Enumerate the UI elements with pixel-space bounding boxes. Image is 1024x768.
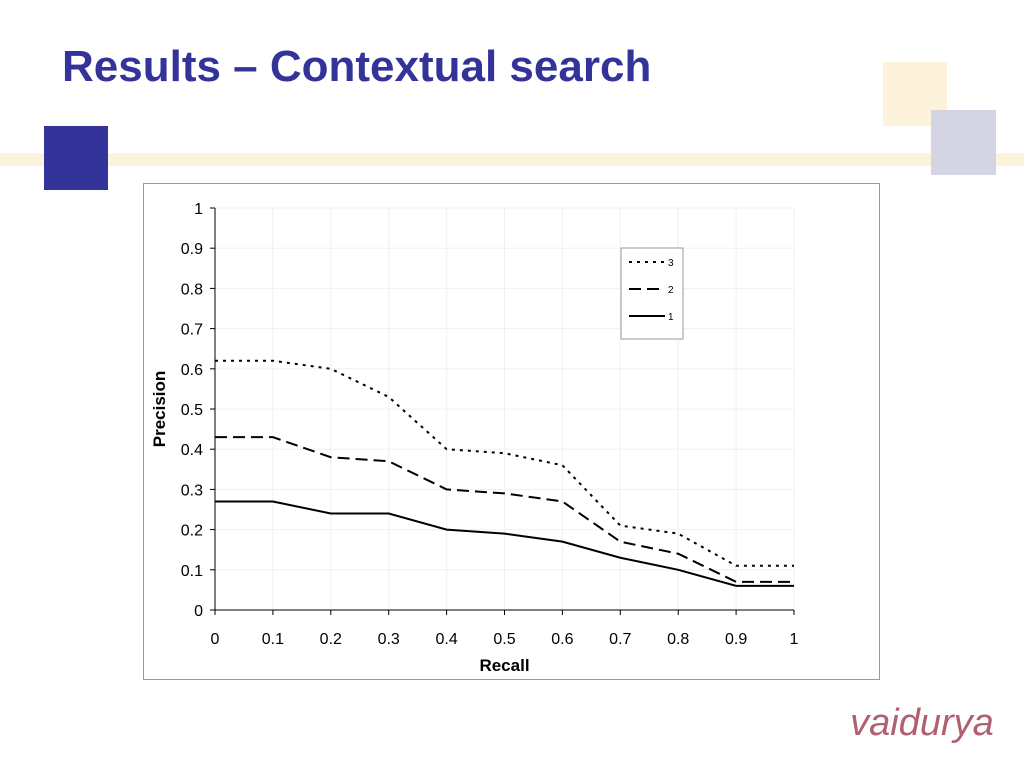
y-tick-label: 0.6 [181, 362, 203, 379]
y-tick-label: 0 [194, 603, 203, 620]
chart-frame [143, 183, 880, 680]
x-axis-label: Recall [479, 656, 529, 675]
decor-square [931, 110, 996, 175]
y-tick-label: 0.9 [181, 241, 203, 258]
series-line [215, 359, 794, 567]
y-tick-label: 0.8 [181, 281, 203, 298]
y-tick-label: 0.5 [181, 402, 203, 419]
legend-label: 1 [668, 312, 674, 323]
decor-band [0, 153, 1024, 166]
x-tick-label: 0 [211, 631, 220, 648]
legend-label: 2 [668, 285, 674, 296]
y-tick-label: 0.3 [181, 482, 203, 499]
x-tick-label: 0.2 [320, 631, 342, 648]
logo: vaidurya [850, 702, 994, 744]
x-tick-label: 0.3 [378, 631, 400, 648]
y-tick-label: 0.2 [181, 523, 203, 540]
x-tick-label: 0.9 [725, 631, 747, 648]
y-tick-label: 1 [194, 201, 203, 218]
decor-square [44, 126, 108, 190]
chart: 0 0.1 0.2 0.3 0.4 0.5 0.6 0.7 0.8 0.9 1 0 0.1 0.2 0.3 0… [150, 201, 799, 675]
x-tick-label: 0.1 [262, 631, 284, 648]
slide-title: Results – Contextual search [62, 42, 651, 91]
x-tick-label: 1 [790, 631, 799, 648]
x-tick-label: 0.8 [667, 631, 689, 648]
x-tick-label: 0.5 [493, 631, 515, 648]
series-line [215, 500, 794, 587]
y-axis-label: Precision [150, 371, 169, 448]
y-tick-label: 0.1 [181, 563, 203, 580]
legend-label: 3 [668, 258, 674, 269]
legend-box [620, 247, 684, 340]
x-tick-label: 0.4 [435, 631, 457, 648]
x-tick-label: 0.6 [551, 631, 573, 648]
y-tick-label: 0.7 [181, 322, 203, 339]
series-line [215, 436, 794, 583]
x-tick-label: 0.7 [609, 631, 631, 648]
y-tick-label: 0.4 [181, 442, 203, 459]
